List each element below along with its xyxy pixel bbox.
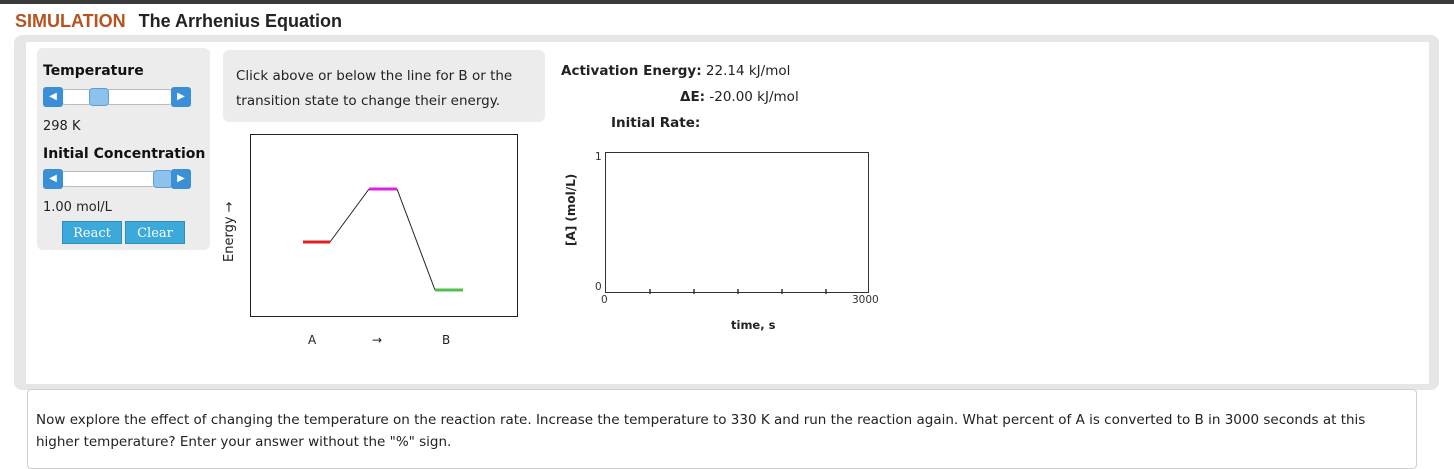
chart-x-tick-0: 0 [601, 294, 608, 306]
concentration-slider-thumb[interactable] [153, 170, 173, 188]
simulation-label: SIMULATION [15, 11, 126, 31]
energy-diagram[interactable] [250, 134, 518, 317]
energy-axis-label: Energy → [222, 201, 237, 262]
instruction-box: Click above or below the line for B or t… [223, 50, 545, 122]
chart-y-tick-0: 0 [595, 281, 602, 293]
page-header: SIMULATION The Arrhenius Equation [15, 11, 342, 32]
concentration-chart-svg [649, 289, 827, 294]
concentration-label: Initial Concentration [43, 146, 206, 162]
energy-x-label-b: B [442, 333, 451, 347]
top-bar [0, 0, 1454, 4]
chart-x-axis-label: time, s [731, 318, 776, 332]
temperature-value: 298 K [43, 119, 81, 134]
concentration-increase-icon[interactable]: ▶ [171, 169, 191, 189]
control-panel [37, 48, 210, 250]
reactant-to-ts-line [329, 188, 370, 243]
clear-button[interactable]: Clear [125, 221, 185, 244]
question-text: Now explore the effect of changing the t… [36, 412, 1366, 450]
activation-energy-readout: Activation Energy: 22.14 kJ/mol [561, 63, 790, 79]
temperature-label: Temperature [43, 63, 144, 79]
initial-rate-readout: Initial Rate: [611, 115, 700, 131]
delta-e-readout: ΔE: -20.00 kJ/mol [680, 89, 799, 105]
chart-x-tick-3000: 3000 [852, 294, 879, 306]
instruction-text: Click above or below the line for B or t… [236, 68, 513, 109]
concentration-decrease-icon[interactable]: ◀ [43, 169, 63, 189]
temperature-increase-icon[interactable]: ▶ [171, 87, 191, 107]
ts-to-product-line [396, 188, 436, 291]
page-title: The Arrhenius Equation [138, 11, 343, 31]
temperature-slider-track[interactable] [58, 89, 176, 105]
temperature-slider-thumb[interactable] [88, 88, 109, 106]
energy-x-label-a: A [308, 333, 317, 347]
chart-y-tick-1: 1 [595, 151, 602, 163]
chart-y-axis-label: [A] (mol/L) [564, 173, 578, 246]
question-box: Now explore the effect of changing the t… [27, 389, 1417, 469]
activation-energy-value: 22.14 kJ/mol [705, 63, 791, 79]
temperature-slider[interactable]: ◀ ▶ [43, 87, 191, 107]
energy-x-label-arrow: → [372, 333, 383, 347]
initial-rate-label: Initial Rate: [611, 115, 701, 131]
concentration-chart [605, 152, 869, 294]
delta-e-label: ΔE: [680, 89, 706, 105]
concentration-value: 1.00 mol/L [43, 200, 112, 215]
react-button[interactable]: React [62, 221, 122, 244]
delta-e-value: -20.00 kJ/mol [709, 89, 799, 105]
activation-energy-label: Activation Energy: [561, 63, 702, 79]
energy-diagram-svg[interactable] [251, 135, 519, 318]
concentration-slider[interactable]: ◀ ▶ [43, 169, 191, 189]
temperature-decrease-icon[interactable]: ◀ [43, 87, 63, 107]
